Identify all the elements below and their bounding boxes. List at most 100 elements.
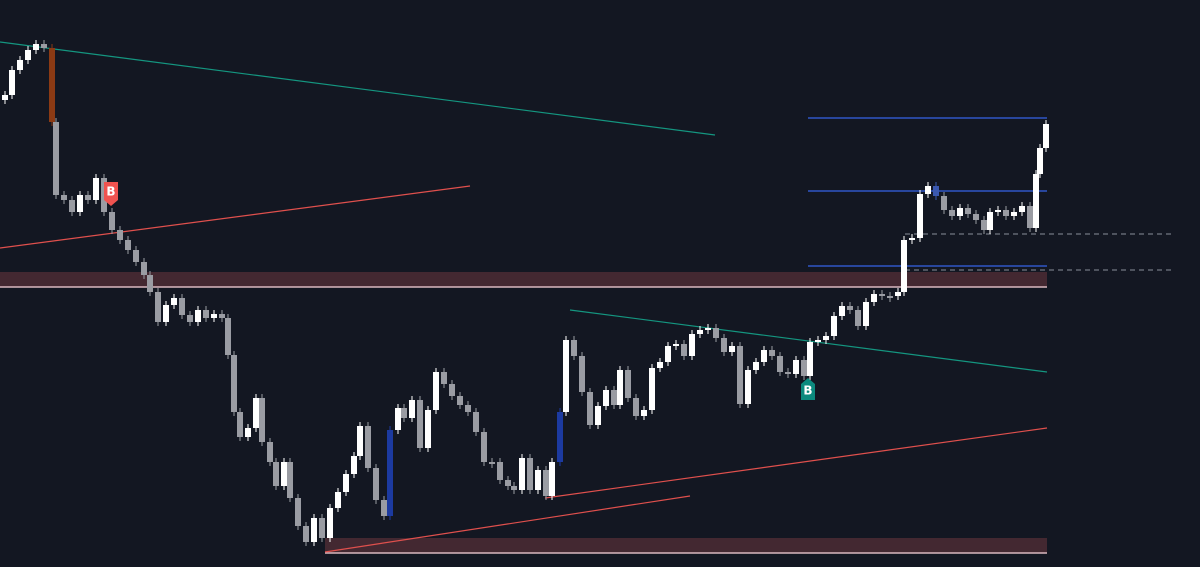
candle-body	[887, 296, 893, 298]
candle-body	[557, 412, 563, 462]
candle-body	[365, 426, 371, 468]
candle-body	[925, 186, 931, 194]
candle-body	[457, 396, 463, 405]
candle-body	[211, 314, 217, 318]
candle-body	[815, 340, 821, 342]
candle-body	[1003, 210, 1009, 216]
candle-body	[737, 346, 743, 404]
candle-body	[179, 298, 185, 315]
candle-body	[987, 212, 993, 230]
candle-body	[311, 518, 317, 542]
candle-body	[1011, 212, 1017, 216]
candle-body	[981, 220, 987, 230]
candle-body	[957, 208, 963, 216]
candle-body	[673, 344, 679, 346]
candle-body	[705, 328, 711, 330]
candle-body	[155, 292, 161, 322]
candle-body	[505, 480, 511, 486]
candle-body	[141, 262, 147, 275]
candle-body	[417, 400, 423, 448]
candle-body	[9, 70, 15, 95]
candle-body	[665, 346, 671, 362]
candle-body	[387, 430, 393, 516]
candle-body	[335, 492, 341, 508]
trend-line	[569, 309, 1048, 373]
candle-body	[785, 372, 791, 374]
candle-body	[689, 334, 695, 356]
candle-body	[793, 360, 799, 374]
candle-body	[401, 408, 407, 418]
candle-body	[823, 336, 829, 340]
candle-body	[641, 410, 647, 416]
candle-body	[225, 318, 231, 355]
candle-body	[25, 50, 31, 60]
candle-body	[941, 196, 947, 210]
candle-body	[133, 250, 139, 262]
candle-body	[769, 350, 775, 356]
candle-body	[633, 398, 639, 416]
candle-body	[721, 338, 727, 352]
candle-body	[253, 398, 259, 428]
sell-marker: B	[104, 182, 118, 206]
candle-body	[171, 298, 177, 305]
candle-body	[245, 428, 251, 437]
candle-body	[847, 306, 853, 310]
candle-body	[933, 186, 939, 196]
candle-body	[203, 310, 209, 318]
candle-body	[995, 210, 1001, 212]
candle-body	[801, 360, 807, 376]
candle-body	[489, 462, 495, 464]
candle-body	[681, 344, 687, 356]
candle-body	[587, 392, 593, 425]
candle-body	[425, 410, 431, 448]
candle-body	[433, 372, 439, 410]
candle-body	[831, 316, 837, 336]
candle-body	[697, 330, 703, 334]
candle-body	[49, 48, 55, 122]
candle-body	[603, 390, 609, 406]
candle-body	[259, 398, 265, 442]
candle-body	[949, 210, 955, 216]
trend-line	[544, 427, 1048, 499]
candle-body	[187, 315, 193, 322]
trend-line	[0, 41, 716, 136]
candle-body	[535, 470, 541, 490]
candle-body	[343, 474, 349, 492]
candle-body	[497, 462, 503, 480]
candle-body	[917, 194, 923, 238]
candle-body	[373, 468, 379, 500]
candle-body	[237, 412, 243, 437]
candle-body	[863, 302, 869, 326]
candle-body	[909, 238, 915, 240]
candle-body	[287, 462, 293, 498]
candle-body	[549, 462, 555, 496]
candle-body	[69, 200, 75, 212]
demand-zone	[325, 538, 1047, 553]
candle-body	[465, 405, 471, 412]
candle-body	[1037, 148, 1043, 174]
candle-body	[481, 432, 487, 462]
candle-body	[1019, 206, 1025, 212]
candle-body	[579, 356, 585, 392]
candle-body	[871, 294, 877, 302]
candle-body	[895, 292, 901, 296]
candle-body	[625, 370, 631, 398]
candles	[2, 40, 1049, 546]
candle-body	[595, 406, 601, 425]
candle-body	[965, 208, 971, 214]
marker-badge	[801, 378, 815, 400]
candle-body	[761, 350, 767, 362]
candle-body	[117, 230, 123, 240]
marker-label: B	[106, 185, 115, 199]
candle-body	[1027, 206, 1033, 228]
marker-badge	[104, 182, 118, 206]
candle-body	[61, 195, 67, 200]
candle-body	[85, 195, 91, 200]
candle-body	[357, 426, 363, 456]
candle-body	[571, 340, 577, 356]
candle-body	[295, 498, 301, 526]
trend-line	[324, 495, 691, 553]
candle-body	[109, 212, 115, 230]
